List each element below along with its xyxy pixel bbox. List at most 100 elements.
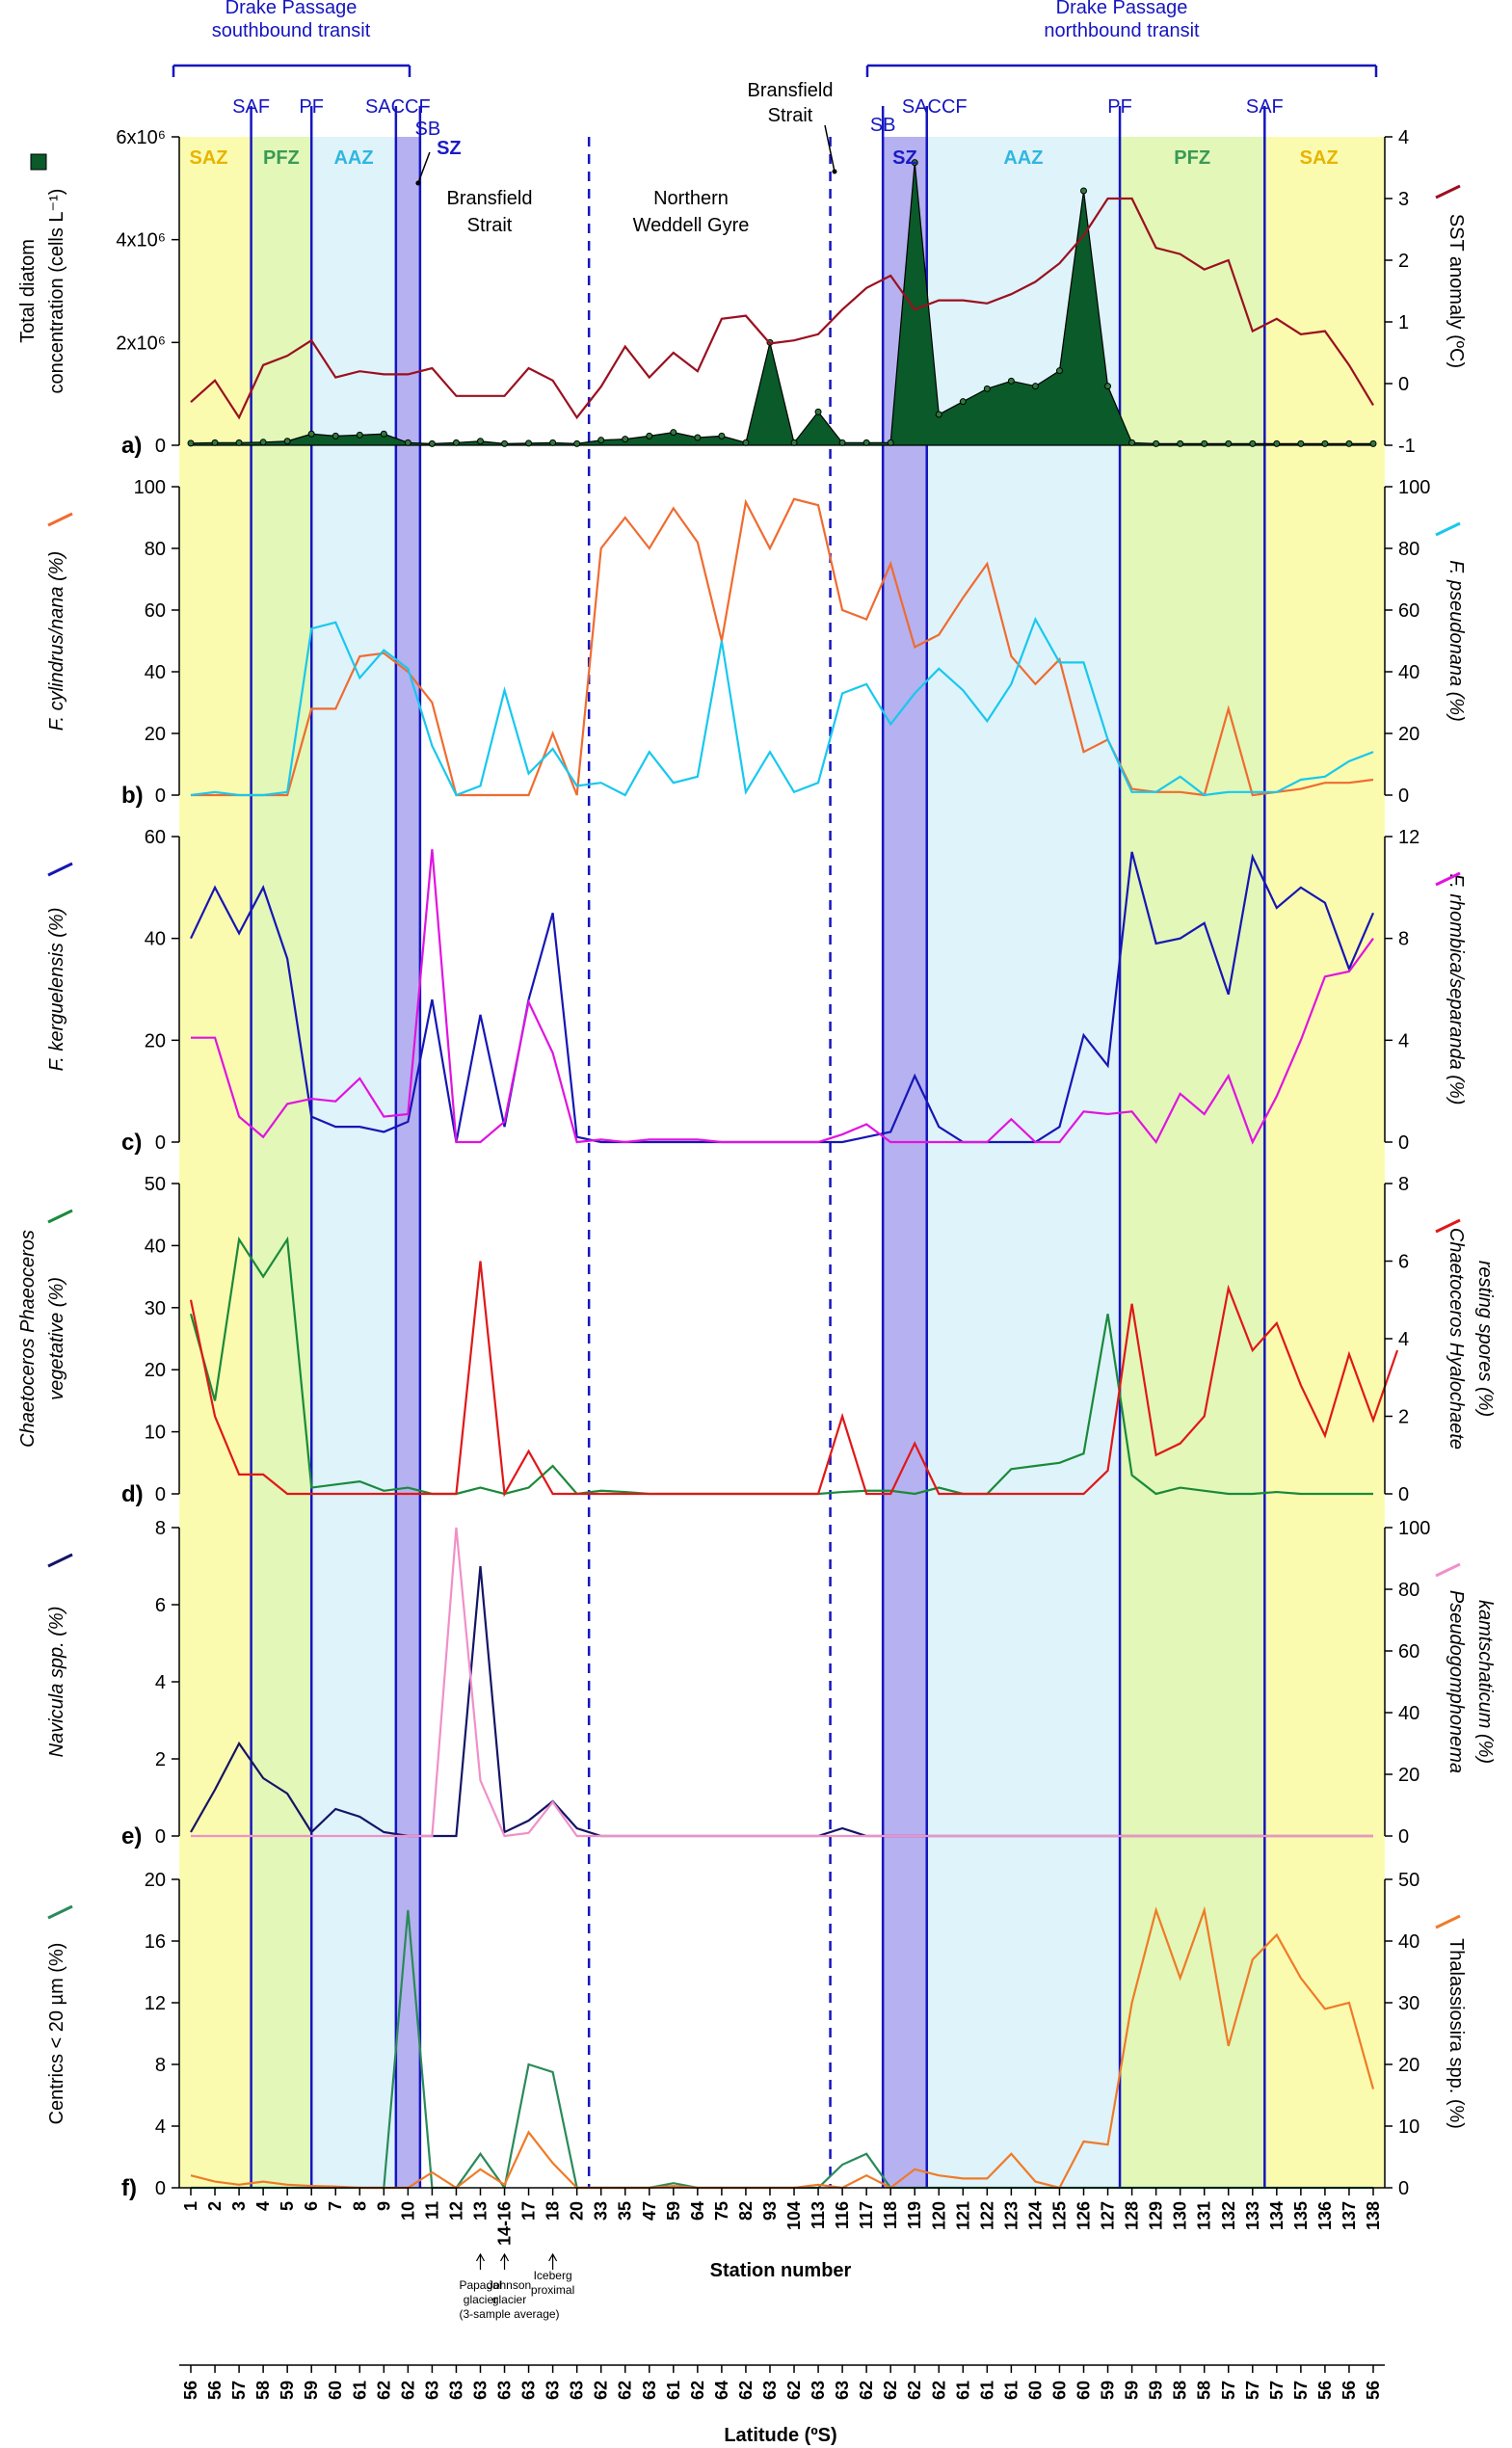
- legend-swatch: [1435, 1562, 1461, 1578]
- annotation-arrow: [475, 2252, 486, 2262]
- zone-label: AAZ: [1003, 147, 1043, 169]
- y2-tick-label: 3: [1398, 189, 1409, 210]
- diatom-point: [622, 436, 629, 443]
- region-label: Strait: [768, 105, 813, 126]
- diatom-point: [1055, 367, 1063, 375]
- y2-tick-label: 4: [1398, 127, 1409, 148]
- latitude-label: 63: [519, 2381, 539, 2400]
- front-label: SAF: [232, 96, 270, 118]
- diatom-point: [211, 439, 219, 446]
- diatom-point: [1177, 439, 1184, 447]
- y2-tick-label: 40: [1398, 662, 1419, 683]
- legend-swatch: [47, 1209, 73, 1224]
- diatom-point: [235, 439, 243, 446]
- latitude-label: 62: [881, 2381, 900, 2400]
- y-tick-label: 20: [145, 724, 166, 745]
- latitude-label: 56: [1364, 2381, 1383, 2400]
- legend-swatch: [47, 512, 73, 527]
- station-label: 4: [253, 2201, 273, 2211]
- latitude-label: 62: [784, 2381, 804, 2400]
- region-label: Weddell Gyre: [633, 215, 750, 236]
- diatom-point: [476, 438, 484, 445]
- station-label: 18: [544, 2201, 563, 2221]
- y-tick-label: 40: [145, 1236, 166, 1257]
- zone-label: SAZ: [1300, 147, 1339, 169]
- y-tick-label: 20: [145, 1360, 166, 1381]
- zone-sz-south: [395, 137, 420, 2188]
- latitude-label: 62: [398, 2381, 417, 2400]
- y-tick-label: 80: [145, 539, 166, 560]
- zone-label: PFZ: [263, 147, 300, 169]
- diatom-point: [452, 439, 460, 446]
- y2-tick-label: 2: [1398, 1407, 1409, 1428]
- diatom-point: [742, 439, 750, 446]
- y-tick-label: 4x10⁶: [116, 230, 166, 252]
- station-label: 124: [1025, 2201, 1045, 2230]
- diatom-point: [1273, 439, 1281, 447]
- diatom-point: [1369, 439, 1377, 447]
- y2-tick-label: 10: [1398, 2116, 1419, 2138]
- sb-pointer: [415, 180, 421, 186]
- latitude-label: 56: [181, 2381, 200, 2400]
- diatom-point: [935, 411, 942, 418]
- latitude-label: 63: [422, 2381, 441, 2400]
- diatom-point: [573, 439, 581, 447]
- diatom-point: [356, 431, 363, 439]
- latitude-label: 63: [833, 2381, 852, 2400]
- front-label: SB: [870, 115, 896, 136]
- station-label: 136: [1315, 2201, 1335, 2230]
- y-tick-label: 0: [155, 1132, 166, 1154]
- zone-pfz-north: [1120, 137, 1265, 2188]
- diatom-point: [1007, 377, 1015, 385]
- zone-backgrounds: [179, 137, 1385, 2188]
- diatom-point: [307, 430, 315, 438]
- x-axis-title: Station number: [710, 2260, 852, 2281]
- station-label: 5: [278, 2201, 297, 2211]
- station-label: 135: [1291, 2201, 1311, 2230]
- station-label: 132: [1219, 2201, 1238, 2230]
- y-tick-label: 20: [145, 1030, 166, 1051]
- y2-tick-label: 8: [1398, 929, 1409, 950]
- latitude-label: 63: [640, 2381, 659, 2400]
- latitude-label: 60: [326, 2381, 345, 2400]
- latitude-label: 63: [544, 2381, 563, 2400]
- station-label: 138: [1364, 2201, 1383, 2230]
- zone-sz-north: [883, 137, 927, 2188]
- y-tick-label: 4: [155, 2116, 166, 2138]
- y2-tick-label: 0: [1398, 1826, 1409, 1848]
- zone-pfz-south: [251, 137, 312, 2188]
- zone-saz-south: [179, 137, 252, 2188]
- panel-label: b): [121, 783, 144, 809]
- y-tick-label: 6x10⁶: [116, 127, 166, 148]
- legend-swatch: [30, 153, 47, 171]
- latitude-label: 57: [1267, 2381, 1287, 2400]
- y2-tick-label: 40: [1398, 1931, 1419, 1953]
- legend-swatch: [1435, 184, 1461, 200]
- y-tick-label: 40: [145, 662, 166, 683]
- station-label: 1: [181, 2201, 200, 2211]
- y-tick-label: 6: [155, 1595, 166, 1616]
- latitude-label: 62: [688, 2381, 707, 2400]
- station-label: 131: [1195, 2201, 1214, 2230]
- diatom-point: [1031, 383, 1039, 390]
- station-label: 104: [784, 2201, 804, 2230]
- diatom-point: [1249, 439, 1257, 447]
- station-label: 20: [568, 2201, 587, 2221]
- y-tick-label: 20: [145, 1870, 166, 1891]
- latitude-label: 62: [929, 2381, 948, 2400]
- series-line: [191, 497, 1374, 797]
- latitude-label: 60: [1025, 2381, 1045, 2400]
- latitude-label: 61: [977, 2381, 996, 2400]
- y2-tick-label: 100: [1398, 477, 1430, 498]
- annotation-arrow: [500, 2252, 510, 2262]
- y2-tick-label: 0: [1398, 2178, 1409, 2199]
- latitude-label: 59: [278, 2381, 297, 2400]
- zone-aaz-north: [926, 137, 1121, 2188]
- diatom-point: [1080, 187, 1088, 195]
- zone-label: SZ: [892, 147, 917, 169]
- y2-axis-title: Pseudogomphonema: [1446, 1590, 1467, 1773]
- station-label: 93: [760, 2201, 780, 2221]
- legend-swatch: [1435, 521, 1461, 537]
- y-tick-label: 0: [155, 2178, 166, 2199]
